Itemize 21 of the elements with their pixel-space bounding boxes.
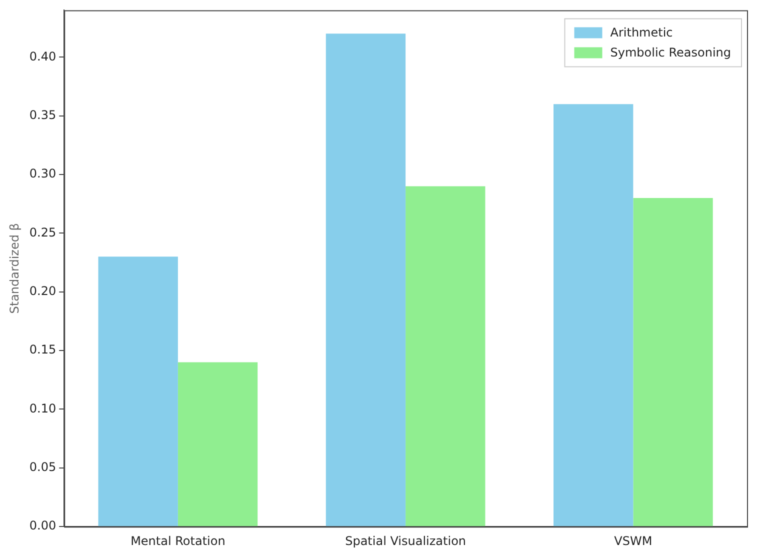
- x-tick-label: Spatial Visualization: [345, 534, 466, 548]
- y-tick-label: 0.00: [29, 518, 56, 533]
- y-tick-label: 0.30: [29, 166, 56, 181]
- bar: [178, 362, 258, 526]
- legend-label: Arithmetic: [610, 25, 673, 40]
- y-tick-label: 0.15: [29, 342, 56, 357]
- bar: [406, 186, 486, 526]
- y-tick-label: 0.10: [29, 401, 56, 416]
- bar: [633, 198, 713, 526]
- y-tick-label: 0.20: [29, 284, 56, 298]
- legend-label: Symbolic Reasoning: [610, 45, 732, 60]
- x-tick-label: VSWM: [614, 534, 652, 548]
- bar: [554, 104, 634, 526]
- y-axis-title: Standardized β: [7, 223, 22, 314]
- y-tick-label: 0.25: [29, 225, 56, 240]
- y-tick-label: 0.05: [29, 460, 56, 474]
- x-tick-label: Mental Rotation: [130, 534, 226, 548]
- bar: [326, 34, 406, 526]
- bar: [98, 256, 178, 526]
- y-tick-label: 0.35: [29, 108, 56, 122]
- y-tick-label: 0.40: [29, 49, 56, 64]
